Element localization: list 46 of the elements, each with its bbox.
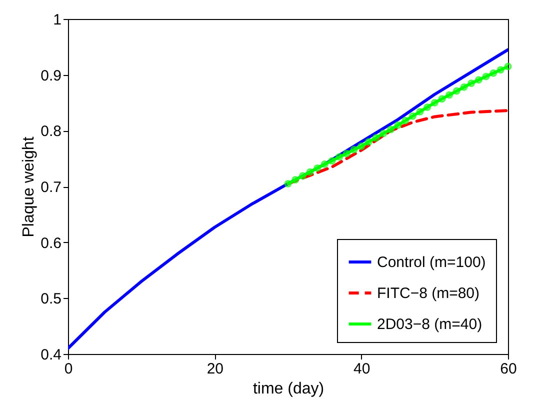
- y-tick-label: 0.6: [40, 234, 62, 252]
- point: [350, 146, 358, 154]
- point: [358, 142, 366, 150]
- x-tick-label: 60: [500, 360, 517, 378]
- x-tick-label: 40: [353, 360, 370, 378]
- point: [320, 160, 328, 168]
- point: [408, 112, 416, 120]
- point: [446, 91, 454, 99]
- y-tick-label: 0.8: [40, 123, 62, 140]
- x-tick-label: 0: [64, 360, 73, 378]
- legend-label: 2D03−8 (m=40): [377, 316, 482, 333]
- point: [364, 138, 372, 146]
- point: [468, 79, 476, 87]
- y-tick-label: 0.7: [40, 179, 62, 196]
- point: [336, 153, 344, 161]
- point: [482, 72, 490, 80]
- point: [386, 126, 394, 134]
- point: [416, 108, 424, 116]
- legend-label: FITC−8 (m=80): [377, 285, 480, 302]
- point: [424, 103, 432, 111]
- x-tick-label: 20: [206, 360, 224, 378]
- point: [314, 164, 322, 172]
- point: [402, 116, 410, 124]
- point: [496, 66, 504, 74]
- point: [474, 76, 482, 84]
- point: [452, 87, 460, 95]
- point: [372, 134, 380, 142]
- point: [438, 95, 446, 103]
- point: [292, 176, 300, 184]
- y-tick-label: 0.4: [40, 346, 62, 364]
- point: [490, 69, 498, 77]
- y-axis-title: Plaque weight: [20, 136, 38, 238]
- x-axis-title: time (day): [252, 380, 324, 398]
- point: [342, 150, 350, 158]
- point: [328, 157, 336, 165]
- point: [298, 172, 306, 180]
- point: [380, 130, 388, 138]
- y-tick-label: 1: [53, 12, 62, 28]
- point: [430, 99, 438, 106]
- point: [460, 83, 468, 91]
- legend-label: Control (m=100): [377, 254, 486, 271]
- y-tick-label: 0.5: [40, 290, 62, 308]
- line-series: [286, 109, 508, 186]
- point: [394, 121, 402, 129]
- y-tick-label: 0.9: [40, 67, 62, 84]
- point: [306, 168, 314, 176]
